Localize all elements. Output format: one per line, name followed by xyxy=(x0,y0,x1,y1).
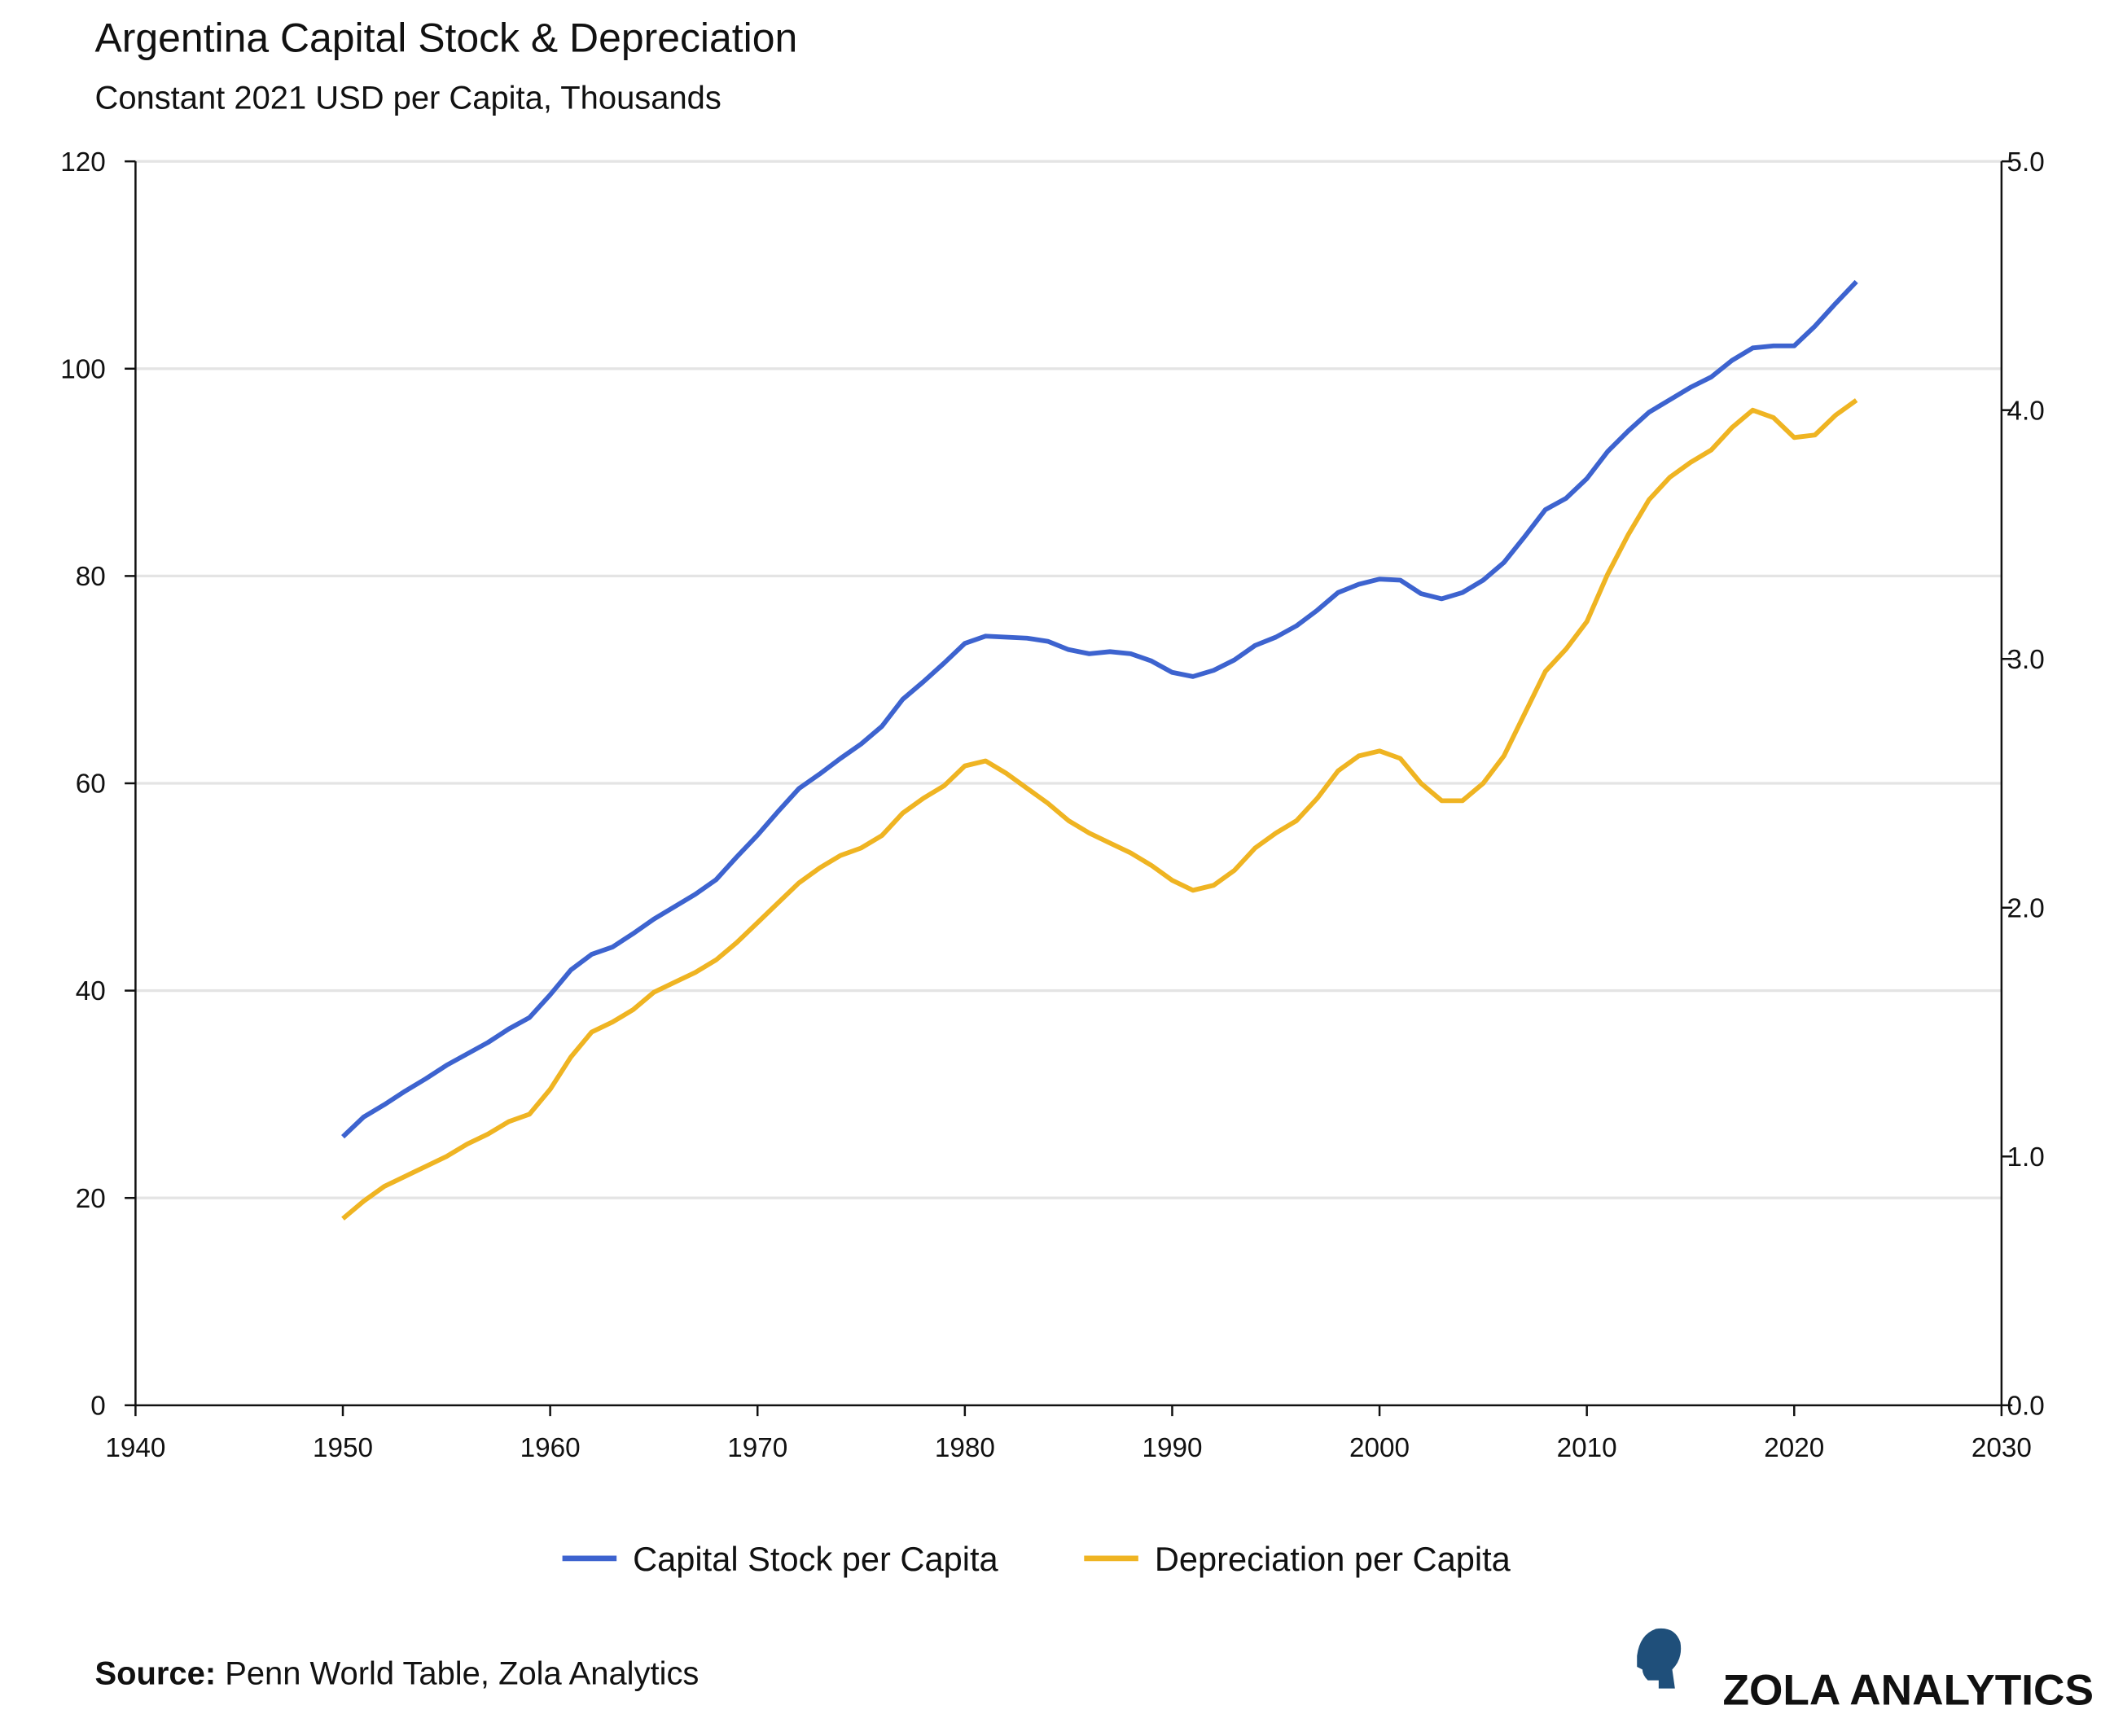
y2-tick-label: 2.0 xyxy=(2007,893,2045,923)
y-tick-label: 40 xyxy=(76,976,106,1006)
x-tick-label: 1950 xyxy=(313,1433,373,1463)
x-tick-label: 1980 xyxy=(935,1433,995,1463)
y-tick-label: 100 xyxy=(60,354,106,384)
y2-tick-label: 5.0 xyxy=(2007,147,2045,178)
y-tick-label: 0 xyxy=(90,1391,106,1421)
legend-label: Capital Stock per Capita xyxy=(633,1540,998,1578)
brand-name: ZOLA ANALYTICS xyxy=(1722,1667,2094,1715)
source-text: Penn World Table, Zola Analytics xyxy=(225,1656,699,1692)
logo-icon xyxy=(1637,1628,1682,1689)
x-tick-label: 1960 xyxy=(520,1433,581,1463)
x-tick-label: 1970 xyxy=(727,1433,787,1463)
x-tick-label: 1940 xyxy=(105,1433,165,1463)
y-tick-label: 80 xyxy=(76,562,106,592)
legend-label: Depreciation per Capita xyxy=(1155,1540,1511,1578)
y-tick-label: 60 xyxy=(76,769,106,800)
x-tick-label: 2010 xyxy=(1557,1433,1617,1463)
y-tick-label: 120 xyxy=(60,147,106,178)
y2-tick-label: 4.0 xyxy=(2007,396,2045,426)
x-tick-label: 2000 xyxy=(1349,1433,1410,1463)
x-tick-label: 1990 xyxy=(1142,1433,1202,1463)
source: Source: Penn World Table, Zola Analytics xyxy=(94,1656,699,1692)
source-label: Source: xyxy=(94,1656,216,1692)
series-line xyxy=(341,279,1858,1139)
x-tick-label: 2030 xyxy=(1971,1433,2032,1463)
y2-tick-label: 3.0 xyxy=(2007,645,2045,675)
brand-logo xyxy=(1637,1628,1682,1689)
y2-tick-label: 0.0 xyxy=(2007,1391,2045,1421)
chart-subtitle: Constant 2021 USD per Capita, Thousands xyxy=(94,80,721,116)
y2-tick-label: 1.0 xyxy=(2007,1142,2045,1173)
series-line xyxy=(341,398,1858,1221)
y-tick-label: 20 xyxy=(76,1184,106,1214)
x-tick-label: 2020 xyxy=(1764,1433,1824,1463)
chart-title: Argentina Capital Stock & Depreciation xyxy=(94,15,797,60)
